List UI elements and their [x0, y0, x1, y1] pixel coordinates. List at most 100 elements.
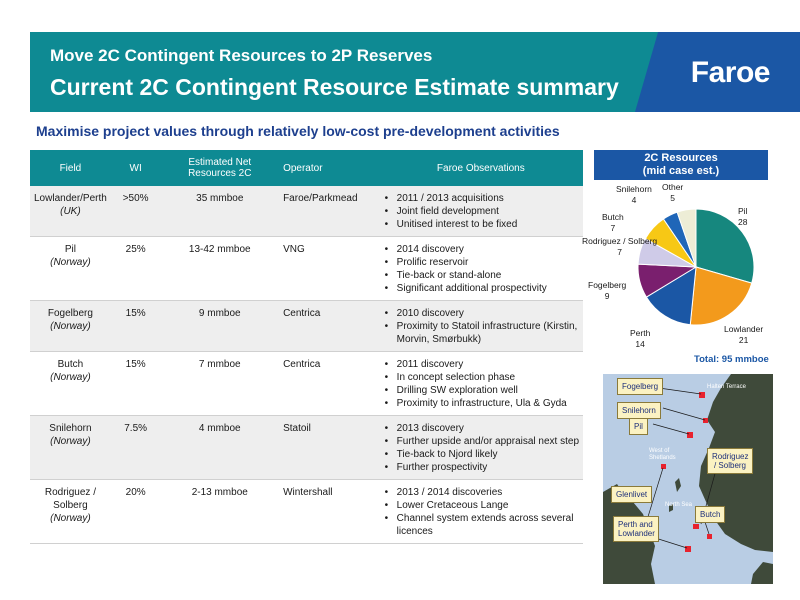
- field-country: (UK): [60, 206, 81, 217]
- header-title: Current 2C Contingent Resource Estimate …: [50, 74, 619, 100]
- cell-operator: Centrica: [279, 300, 379, 352]
- observation-item: Proximity to Statoil infrastructure (Kir…: [383, 320, 579, 346]
- cell-operator: Wintershall: [279, 479, 379, 544]
- field-name: Pil: [64, 244, 76, 255]
- observation-item: 2013 / 2014 discoveries: [383, 486, 579, 499]
- cell-wi: 15%: [110, 300, 161, 352]
- table-row: Butch(Norway)15%7 mmboeCentrica2011 disc…: [30, 351, 583, 416]
- cell-resources: 4 mmboe: [160, 415, 280, 480]
- map-label-fogelberg: Fogelberg: [617, 378, 664, 395]
- cell-observations: 2011 / 2013 acquisitionsJoint field deve…: [378, 186, 583, 237]
- observation-list: 2014 discoveryProlific reservoirTie-back…: [383, 243, 579, 295]
- orkney-islands: [669, 504, 673, 512]
- observation-item: Prolific reservoir: [383, 256, 579, 269]
- pie-title-line2: (mid case est.): [642, 165, 720, 177]
- map-label-glenlivet: Glenlivet: [611, 486, 653, 503]
- cell-field: Snilehorn (Norway): [30, 415, 111, 480]
- table-row: Pil(Norway)25%13-42 mmboeVNG2014 discove…: [30, 236, 583, 301]
- observation-list: 2010 discoveryProximity to Statoil infra…: [383, 307, 579, 346]
- field-name: Fogelberg: [47, 308, 93, 319]
- observation-list: 2013 / 2014 discoveriesLower Cretaceous …: [383, 486, 579, 538]
- table-row: Snilehorn(Norway)7.5%4 mmboeStatoil2013 …: [30, 415, 583, 480]
- observation-item: 2013 discovery: [383, 422, 579, 435]
- pie-label-name: Snilehorn: [616, 184, 652, 194]
- col-header-operator: Operator: [279, 150, 379, 186]
- cell-observations: 2013 discoveryFurther upside and/or appr…: [378, 415, 583, 480]
- map-place-west-shetlands: West of Shetlands: [649, 448, 676, 461]
- observation-list: 2013 discoveryFurther upside and/or appr…: [383, 422, 579, 474]
- cell-observations: 2013 / 2014 discoveriesLower Cretaceous …: [378, 479, 583, 544]
- cell-observations: 2010 discoveryProximity to Statoil infra…: [378, 300, 583, 352]
- col-header-wi: WI: [110, 150, 161, 186]
- cell-observations: 2014 discoveryProlific reservoirTie-back…: [378, 236, 583, 301]
- observation-item: Tie-back to Njord likely: [383, 448, 579, 461]
- cell-field: Lowlander/Perth (UK): [30, 186, 111, 237]
- cell-field: Rodriguez / Solberg (Norway): [30, 479, 111, 544]
- cell-wi: 15%: [110, 351, 161, 416]
- cell-operator: Centrica: [279, 351, 379, 416]
- license-block: [687, 432, 693, 438]
- cell-resources: 9 mmboe: [160, 300, 280, 352]
- field-name: Snilehorn: [49, 423, 92, 434]
- license-block: [685, 546, 691, 552]
- license-block: [661, 464, 666, 469]
- map-label-perth-lowlander: Perth and Lowlander: [613, 516, 659, 542]
- observation-item: 2014 discovery: [383, 243, 579, 256]
- license-block: [703, 418, 708, 423]
- pie-label-value: 7: [617, 247, 622, 257]
- pie-label-name: Perth: [630, 328, 651, 338]
- observation-item: Lower Cretaceous Lange: [383, 499, 579, 512]
- pie-label: Lowlander 21: [724, 324, 763, 346]
- field-country: (Norway): [50, 372, 91, 383]
- field-country: (Norway): [50, 257, 91, 268]
- observation-list: 2011 / 2013 acquisitionsJoint field deve…: [383, 192, 579, 231]
- pie-total: Total: 95 mmboe: [694, 354, 769, 365]
- pie-label: Fogelberg 9: [588, 280, 626, 302]
- observation-item: Further upside and/or appraisal next ste…: [383, 435, 579, 448]
- cell-operator: Statoil: [279, 415, 379, 480]
- cell-resources: 35 mmboe: [160, 186, 280, 237]
- field-location-map: Halten Terrace West of Shetlands North S…: [603, 374, 773, 584]
- field-country: (Norway): [50, 321, 91, 332]
- observation-item: 2010 discovery: [383, 307, 579, 320]
- pie-slice-pil: [695, 208, 755, 284]
- tagline: Maximise project values through relative…: [36, 123, 560, 139]
- observation-item: Joint field development: [383, 205, 579, 218]
- cell-observations: 2011 discoveryIn concept selection phase…: [378, 351, 583, 416]
- pie-slice-perth: [645, 266, 697, 326]
- pie-label-name: Fogelberg: [588, 280, 627, 290]
- cell-operator: Faroe/Parkmead: [279, 186, 379, 237]
- map-label-snilehorn: Snilehorn: [617, 402, 661, 419]
- pie-label-value: 28: [738, 217, 748, 227]
- denmark-landmass: [751, 562, 773, 584]
- resources-pie-chart: [637, 208, 755, 326]
- cell-wi: 25%: [110, 236, 161, 301]
- observation-item: Drilling SW exploration well: [383, 384, 579, 397]
- observation-item: Unitised interest to be fixed: [383, 218, 579, 231]
- field-name: Rodriguez / Solberg: [44, 487, 96, 511]
- pie-label: Rodriguez / Solberg 7: [582, 236, 657, 258]
- table-row: Lowlander/Perth (UK) >50% 35 mmboe Faroe/Par…: [30, 186, 583, 237]
- pie-label: Butch 7: [602, 212, 624, 234]
- observation-item: Tie-back or stand-alone: [383, 269, 579, 282]
- pie-label-value: 4: [631, 195, 637, 205]
- field-country: (Norway): [50, 513, 91, 524]
- cell-resources: 13-42 mmboe: [160, 236, 280, 301]
- table-row: Fogelberg(Norway)15%9 mmboeCentrica2010 …: [30, 300, 583, 352]
- observation-item: Proximity to infrastructure, Ula & Gyda: [383, 397, 579, 410]
- pie-label: Perth 14: [630, 328, 650, 350]
- observation-item: Channel system extends across several li…: [383, 512, 579, 538]
- pie-slice-other: [676, 208, 697, 268]
- field-name: Butch: [57, 359, 84, 370]
- field-name: Lowlander/Perth: [34, 193, 107, 204]
- pie-label-name: Lowlander: [724, 324, 764, 334]
- license-block: [707, 534, 712, 539]
- resource-table: Field WI Estimated Net Resources 2C Oper…: [30, 150, 583, 544]
- observation-list: 2011 discoveryIn concept selection phase…: [383, 358, 579, 410]
- pie-label-value: 7: [610, 223, 616, 233]
- pie-label: Snilehorn 4: [616, 184, 652, 206]
- header-banner: Move 2C Contingent Resources to 2P Reser…: [30, 32, 800, 112]
- license-block: [693, 524, 699, 529]
- map-place-halten: Halten Terrace: [707, 384, 746, 390]
- cell-resources: 2-13 mmboe: [160, 479, 280, 544]
